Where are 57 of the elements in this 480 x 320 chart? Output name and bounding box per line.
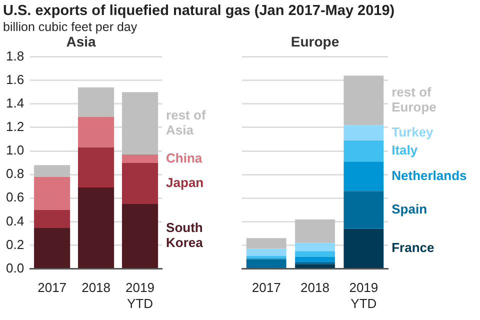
- series-label: China: [166, 150, 203, 166]
- bar: [246, 259, 286, 268]
- x-tick-label: 2018: [300, 280, 330, 296]
- series-label: Italy: [392, 142, 418, 158]
- series-label: rest of Europe: [392, 84, 436, 114]
- y-tick-label: 1.8: [6, 48, 24, 64]
- y-tick-label: 1.6: [6, 72, 24, 87]
- bar: [78, 87, 114, 117]
- x-tick-label: 2017: [252, 280, 281, 296]
- x-tick-label: 2017: [38, 280, 67, 296]
- bar: [295, 242, 335, 252]
- bar: [246, 248, 286, 256]
- y-tick-label: 0.0: [6, 260, 24, 276]
- bar: [295, 257, 335, 262]
- bar: [78, 147, 114, 188]
- series-label: rest of Asia: [166, 107, 206, 138]
- series-label: Netherlands: [392, 168, 467, 183]
- y-tick-label: 0.2: [6, 236, 24, 252]
- bar: [344, 191, 384, 229]
- y-tick-label: 0.6: [6, 190, 24, 205]
- bar: [34, 228, 70, 268]
- bar: [122, 162, 158, 204]
- bar: [295, 219, 335, 243]
- y-tick-label: 0.8: [6, 166, 24, 182]
- bar: [344, 125, 384, 140]
- bar: [344, 162, 384, 192]
- bar: [78, 188, 114, 268]
- chart-subtitle: Europe: [290, 33, 340, 50]
- bar: [34, 165, 70, 177]
- y-tick-label: 1.4: [6, 95, 24, 110]
- bar: [295, 251, 335, 258]
- series-label: Japan: [166, 174, 204, 190]
- bar: [295, 262, 335, 264]
- bar: [34, 176, 70, 210]
- x-tick-label: 2018: [82, 280, 110, 296]
- x-tick-label: 2019 YTD: [126, 280, 154, 311]
- bar: [344, 140, 384, 162]
- series-label: Spain: [392, 201, 428, 216]
- series-label: Turkey: [392, 124, 434, 140]
- y-tick-label: 0.4: [6, 213, 24, 228]
- bar: [122, 204, 158, 268]
- y-axis-title: billion cubic feet per day: [2, 19, 138, 34]
- bar: [344, 76, 384, 126]
- bar: [122, 154, 158, 163]
- x-tick-label: 2019 YTD: [349, 280, 378, 311]
- bar: [78, 116, 114, 148]
- bar: [295, 264, 335, 268]
- chart-subtitle: Asia: [66, 33, 96, 50]
- bar: [344, 228, 384, 268]
- series-label: France: [392, 240, 434, 255]
- bar: [246, 238, 286, 249]
- bar: [34, 210, 70, 228]
- series-label: South Korea: [166, 220, 204, 250]
- text: U.S. exports of liquefied natural gas (Jan 2017-May 2019): [2, 2, 396, 19]
- bar: [122, 92, 158, 155]
- y-tick-label: 1.0: [6, 142, 24, 158]
- y-tick-label: 1.2: [6, 119, 24, 134]
